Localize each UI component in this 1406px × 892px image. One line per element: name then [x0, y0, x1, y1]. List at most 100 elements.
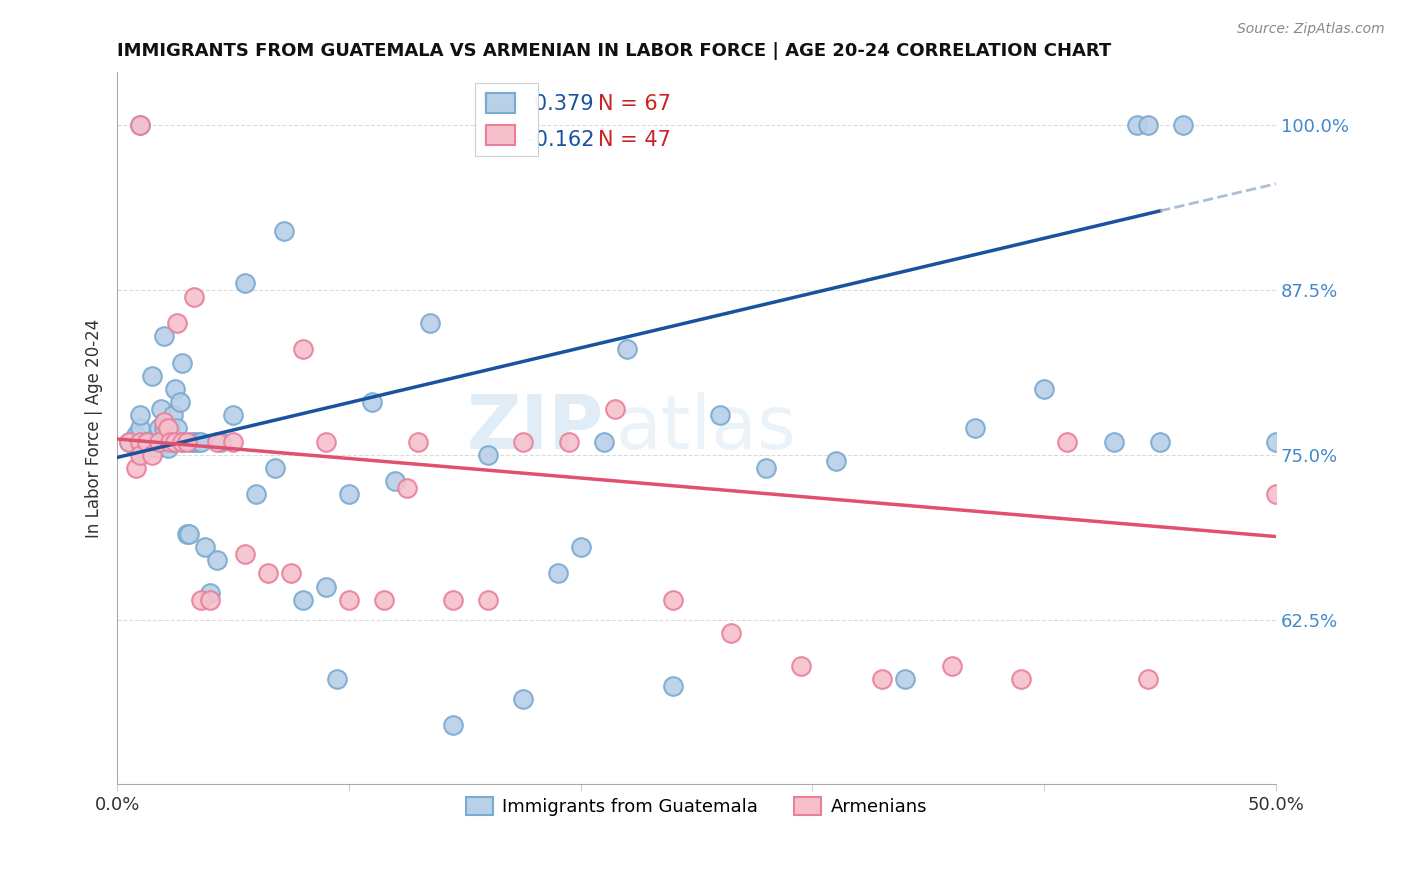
Point	[441, 718, 464, 732]
Point	[605, 401, 627, 416]
Point	[187, 434, 209, 449]
Point	[177, 527, 200, 541]
Point	[125, 428, 148, 442]
Point	[263, 461, 285, 475]
Point	[1265, 487, 1288, 501]
Point	[419, 316, 441, 330]
Point	[1265, 434, 1288, 449]
Point	[870, 672, 893, 686]
Point	[183, 289, 205, 303]
Point	[150, 401, 173, 416]
Point	[592, 434, 614, 449]
Y-axis label: In Labor Force | Age 20-24: In Labor Force | Age 20-24	[86, 318, 103, 538]
Text: N = 67: N = 67	[598, 95, 671, 114]
Point	[245, 487, 267, 501]
Point	[211, 434, 233, 449]
Point	[569, 540, 592, 554]
Point	[136, 434, 159, 449]
Point	[190, 592, 212, 607]
Point	[176, 527, 198, 541]
Text: R =  0.379: R = 0.379	[482, 95, 593, 114]
Point	[141, 448, 163, 462]
Point	[129, 118, 152, 132]
Text: IMMIGRANTS FROM GUATEMALA VS ARMENIAN IN LABOR FORCE | AGE 20-24 CORRELATION CHA: IMMIGRANTS FROM GUATEMALA VS ARMENIAN IN…	[117, 42, 1111, 60]
Point	[118, 434, 141, 449]
Point	[172, 434, 194, 449]
Point	[148, 434, 170, 449]
Point	[166, 316, 188, 330]
Point	[894, 672, 917, 686]
Point	[129, 448, 152, 462]
Point	[141, 434, 163, 449]
Point	[408, 434, 430, 449]
Point	[205, 553, 228, 567]
Point	[205, 434, 228, 449]
Point	[159, 434, 181, 449]
Point	[233, 277, 256, 291]
Point	[129, 421, 152, 435]
Point	[1102, 434, 1125, 449]
Point	[152, 421, 174, 435]
Point	[477, 448, 499, 462]
Point	[172, 434, 194, 449]
Point	[337, 592, 360, 607]
Point	[198, 592, 221, 607]
Point	[180, 434, 202, 449]
Point	[148, 421, 170, 435]
Point	[162, 409, 184, 423]
Point	[145, 441, 167, 455]
Point	[395, 481, 418, 495]
Point	[172, 355, 194, 369]
Point	[118, 434, 141, 449]
Point	[662, 679, 685, 693]
Point	[157, 421, 180, 435]
Point	[547, 566, 569, 581]
Point	[141, 368, 163, 383]
Point	[373, 592, 395, 607]
Point	[273, 224, 295, 238]
Point	[165, 434, 187, 449]
Point	[941, 658, 963, 673]
Text: Source: ZipAtlas.com: Source: ZipAtlas.com	[1237, 22, 1385, 37]
Point	[176, 434, 198, 449]
Text: R = -0.162: R = -0.162	[482, 130, 595, 150]
Point	[159, 421, 181, 435]
Point	[477, 592, 499, 607]
Point	[165, 382, 187, 396]
Point	[169, 395, 191, 409]
Point	[1137, 672, 1160, 686]
Point	[222, 434, 245, 449]
Point	[129, 118, 152, 132]
Point	[1033, 382, 1056, 396]
Point	[441, 592, 464, 607]
Point	[256, 566, 278, 581]
Point	[1149, 434, 1171, 449]
Point	[165, 434, 187, 449]
Point	[1010, 672, 1032, 686]
Point	[790, 658, 813, 673]
Point	[157, 441, 180, 455]
Point	[662, 592, 685, 607]
Point	[183, 434, 205, 449]
Point	[337, 487, 360, 501]
Legend: Immigrants from Guatemala, Armenians: Immigrants from Guatemala, Armenians	[457, 789, 936, 825]
Point	[233, 547, 256, 561]
Point	[291, 343, 314, 357]
Point	[720, 625, 742, 640]
Point	[616, 343, 638, 357]
Point	[558, 434, 581, 449]
Point	[824, 454, 846, 468]
Point	[152, 415, 174, 429]
Point	[1126, 118, 1149, 132]
Point	[709, 409, 731, 423]
Point	[280, 566, 302, 581]
Point	[152, 434, 174, 449]
Point	[315, 580, 337, 594]
Point	[125, 461, 148, 475]
Point	[136, 434, 159, 449]
Point	[129, 441, 152, 455]
Point	[198, 586, 221, 600]
Point	[326, 672, 349, 686]
Point	[755, 461, 778, 475]
Text: N = 47: N = 47	[598, 130, 671, 150]
